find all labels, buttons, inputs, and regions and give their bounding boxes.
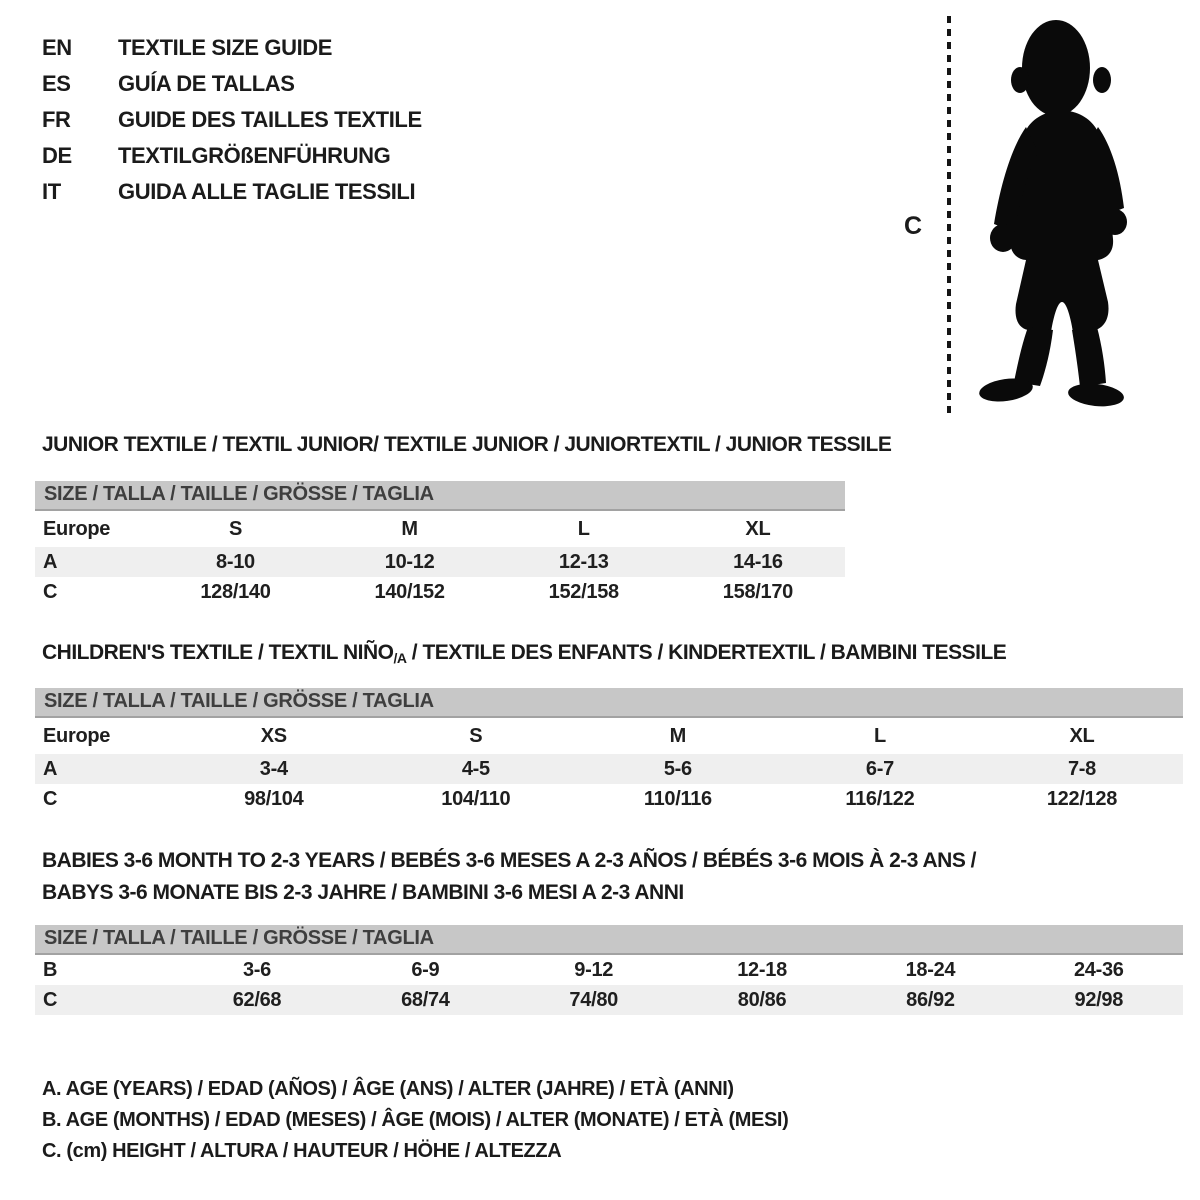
value-cell: 6-9 bbox=[411, 958, 440, 981]
lang-row-fr: FR GUIDE DES TAILLES TEXTILE bbox=[42, 102, 422, 138]
legend-block: A. AGE (YEARS) / EDAD (AÑOS) / ÂGE (ANS)… bbox=[42, 1074, 789, 1167]
children-heading-post: / TEXTILE DES ENFANTS / KINDERTEXTIL / B… bbox=[406, 641, 1007, 664]
children-size-header-bar: SIZE / TALLA / TAILLE / GRÖSSE / TAGLIA bbox=[35, 688, 1183, 718]
value-cell: 80/86 bbox=[737, 988, 787, 1011]
table-row: A 8-10 10-12 12-13 14-16 bbox=[35, 547, 845, 577]
value-cell: 158/170 bbox=[722, 580, 794, 603]
value-cell: 12-18 bbox=[737, 958, 787, 981]
lang-title: GUIDA ALLE TAGLIE TESSILI bbox=[118, 179, 416, 204]
value-cell: 74/80 bbox=[569, 988, 618, 1011]
value-cell: L bbox=[873, 724, 886, 747]
column-header-row: Europe XS S M L XL bbox=[35, 718, 1183, 754]
value-cell: 4-5 bbox=[461, 757, 490, 780]
babies-size-table: B 3-6 6-9 9-12 12-18 18-24 24-36 C 62/68 68/74 74/… bbox=[35, 955, 1183, 1015]
babies-heading-line1: BABIES 3-6 MONTH TO 2-3 YEARS / BEBÉS 3-… bbox=[42, 849, 977, 872]
lang-code: DE bbox=[42, 143, 72, 168]
value-cell: 116/122 bbox=[845, 787, 915, 810]
row-label-cell: C bbox=[43, 787, 58, 810]
legend-line-b: B. AGE (MONTHS) / EDAD (MESES) / ÂGE (MO… bbox=[42, 1109, 789, 1131]
lang-row-es: ES GUÍA DE TALLAS bbox=[42, 66, 422, 102]
table-row: C 98/104 104/110 110/116 116/122 122/128 bbox=[35, 784, 1183, 814]
value-cell: 92/98 bbox=[1074, 988, 1124, 1011]
value-cell: 128/140 bbox=[200, 580, 271, 603]
value-cell: 10-12 bbox=[384, 550, 435, 573]
babies-size-header-bar: SIZE / TALLA / TAILLE / GRÖSSE / TAGLIA bbox=[35, 925, 1183, 955]
table-row: C 128/140 140/152 152/158 158/170 bbox=[35, 577, 845, 607]
value-cell: 104/110 bbox=[441, 787, 511, 810]
lang-code: FR bbox=[42, 107, 71, 132]
children-section-heading: CHILDREN'S TEXTILE / TEXTIL NIÑO/A / TEX… bbox=[42, 641, 1007, 666]
value-cell: 3-4 bbox=[259, 757, 288, 780]
value-cell: 68/74 bbox=[401, 988, 450, 1011]
value-cell: XL bbox=[1069, 724, 1095, 747]
lang-code: ES bbox=[42, 71, 71, 96]
toddler-silhouette-icon bbox=[979, 20, 1127, 407]
lang-row-de: DE TEXTILGRÖßENFÜHRUNG bbox=[42, 138, 422, 174]
junior-section-heading: JUNIOR TEXTILE / TEXTIL JUNIOR/ TEXTILE … bbox=[42, 433, 892, 456]
legend-line-c: C. (cm) HEIGHT / ALTURA / HAUTEUR / HÖHE… bbox=[42, 1140, 562, 1162]
junior-size-table: Europe S M L XL A 8-10 10-12 12-13 14-16 C 128/140 1… bbox=[35, 511, 845, 607]
height-measure-label: C bbox=[904, 212, 923, 240]
junior-size-header-bar: SIZE / TALLA / TAILLE / GRÖSSE / TAGLIA bbox=[35, 481, 845, 511]
value-cell: 152/158 bbox=[548, 580, 620, 603]
children-heading-sub: /A bbox=[393, 650, 407, 666]
value-cell: 110/116 bbox=[643, 787, 712, 810]
row-label-cell: A bbox=[43, 550, 58, 573]
value-cell: S bbox=[469, 724, 483, 747]
value-cell: 9-12 bbox=[574, 958, 614, 981]
value-cell: S bbox=[228, 517, 242, 540]
legend-line-a: A. AGE (YEARS) / EDAD (AÑOS) / ÂGE (ANS)… bbox=[42, 1078, 734, 1100]
value-cell: 86/92 bbox=[906, 988, 955, 1011]
row-label-cell: B bbox=[43, 958, 58, 981]
lang-code: EN bbox=[42, 35, 72, 60]
language-title-list: EN TEXTILE SIZE GUIDE ES GUÍA DE TALLAS … bbox=[42, 30, 422, 210]
babies-heading-line2: BABYS 3-6 MONATE BIS 2-3 JAHRE / BAMBINI… bbox=[42, 881, 684, 904]
table-row: B 3-6 6-9 9-12 12-18 18-24 24-36 bbox=[35, 955, 1183, 985]
column-header-row: Europe S M L XL bbox=[35, 511, 845, 547]
value-cell: 5-6 bbox=[663, 757, 692, 780]
lang-title: GUIDE DES TAILLES TEXTILE bbox=[118, 107, 422, 132]
children-size-table: Europe XS S M L XL A 3-4 4-5 5-6 6-7 7-8 C 98/104 104/… bbox=[35, 718, 1183, 814]
value-cell: L bbox=[577, 517, 590, 540]
value-cell: 12-13 bbox=[558, 550, 609, 573]
row-label-cell: C bbox=[43, 988, 58, 1011]
row-label-cell: C bbox=[43, 580, 58, 603]
value-cell: M bbox=[401, 517, 418, 540]
value-cell: XL bbox=[745, 517, 771, 540]
value-cell: 24-36 bbox=[1073, 958, 1124, 981]
value-cell: 3-6 bbox=[242, 958, 271, 981]
value-cell: M bbox=[669, 724, 687, 747]
value-cell: XS bbox=[260, 724, 287, 747]
row-label-cell: A bbox=[43, 757, 58, 780]
value-cell: 6-7 bbox=[865, 757, 894, 780]
value-cell: 140/152 bbox=[374, 580, 446, 603]
lang-title: GUÍA DE TALLAS bbox=[118, 71, 295, 96]
lang-title: TEXTILGRÖßENFÜHRUNG bbox=[118, 143, 391, 168]
value-cell: 122/128 bbox=[1046, 787, 1118, 810]
lang-row-it: IT GUIDA ALLE TAGLIE TESSILI bbox=[42, 174, 422, 210]
row-label-cell: Europe bbox=[43, 724, 111, 747]
table-row: C 62/68 68/74 74/80 80/86 86/92 92/98 bbox=[35, 985, 1183, 1015]
height-measure-dashed-line bbox=[947, 16, 951, 416]
row-label-cell: Europe bbox=[43, 517, 111, 540]
value-cell: 98/104 bbox=[244, 787, 304, 810]
lang-code: IT bbox=[42, 179, 61, 204]
babies-section-heading: BABIES 3-6 MONTH TO 2-3 YEARS / BEBÉS 3-… bbox=[42, 845, 977, 909]
lang-title: TEXTILE SIZE GUIDE bbox=[118, 35, 333, 60]
table-row: A 3-4 4-5 5-6 6-7 7-8 bbox=[35, 754, 1183, 784]
children-heading-pre: CHILDREN'S TEXTILE / TEXTIL NIÑO bbox=[42, 641, 394, 664]
value-cell: 8-10 bbox=[216, 550, 255, 573]
lang-row-en: EN TEXTILE SIZE GUIDE bbox=[42, 30, 422, 66]
value-cell: 18-24 bbox=[905, 958, 956, 981]
value-cell: 14-16 bbox=[733, 550, 783, 573]
value-cell: 62/68 bbox=[232, 988, 282, 1011]
value-cell: 7-8 bbox=[1067, 757, 1096, 780]
